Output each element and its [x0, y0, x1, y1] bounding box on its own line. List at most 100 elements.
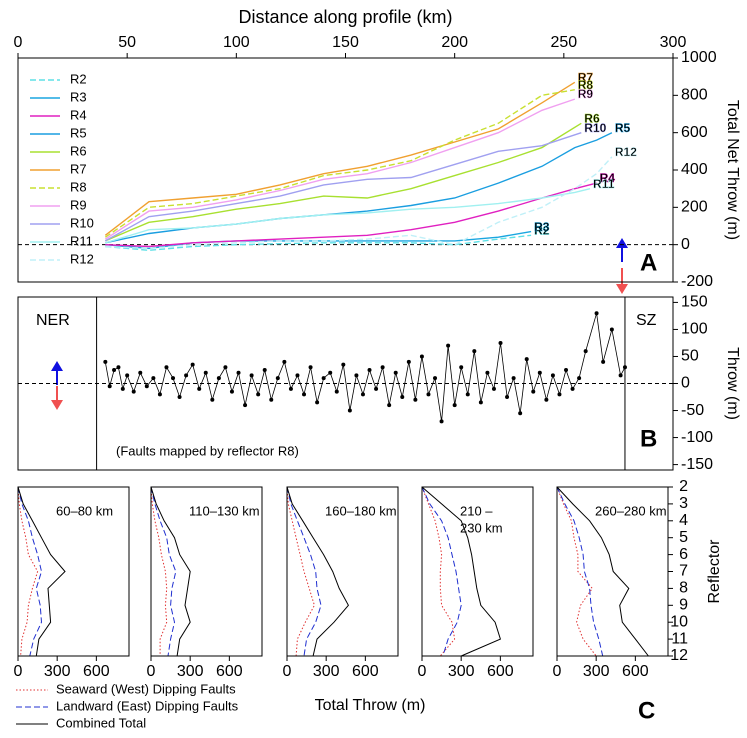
throw-point: [564, 367, 569, 372]
throw-point: [103, 359, 108, 364]
throw-point: [406, 359, 411, 364]
y-tick-label: 2: [679, 478, 688, 495]
series-end-label: R2: [534, 224, 550, 238]
plot-frame: [17, 486, 130, 657]
x-tick-label: 0: [14, 663, 23, 680]
throw-point: [288, 386, 293, 391]
throw-point: [164, 365, 169, 370]
x-tick-label: 600: [352, 663, 379, 680]
series-end-label: R11: [593, 177, 615, 191]
throw-point: [400, 395, 405, 400]
x-tick-label: 200: [441, 34, 468, 51]
x-tick-label: 250: [550, 34, 577, 51]
throw-point: [465, 392, 470, 397]
profile-line: [17, 486, 43, 657]
throw-point: [177, 395, 182, 400]
throw-point: [315, 400, 320, 405]
y-axis-title: Total Net Throw (m): [724, 100, 741, 240]
arrows: [51, 238, 628, 410]
y-tick-label: 400: [681, 161, 708, 178]
throw-point: [601, 359, 606, 364]
throw-point: [131, 389, 136, 394]
x-tick-label: 300: [177, 663, 204, 680]
throw-point: [452, 403, 457, 408]
y-tick-label: 7: [679, 563, 688, 580]
series-line: [105, 156, 613, 250]
y-tick-label: -50: [681, 402, 704, 419]
throw-point: [229, 389, 234, 394]
throw-point: [295, 373, 300, 378]
y-tick-label: -200: [681, 273, 713, 290]
throw-point: [393, 370, 398, 375]
throw-point: [498, 340, 503, 345]
panel-label: A: [640, 249, 657, 276]
legend-label: Landward (East) Dipping Faults: [56, 698, 239, 713]
x-tick-label: 0: [418, 663, 427, 680]
panel-label: C: [638, 697, 655, 724]
legend-label: R5: [70, 125, 87, 140]
throw-point: [249, 373, 254, 378]
throw-point: [256, 392, 261, 397]
throw-point: [354, 373, 359, 378]
legend-label: R10: [70, 215, 94, 230]
throw-point: [609, 327, 614, 332]
throw-point: [511, 376, 516, 381]
throw-point: [112, 367, 117, 372]
x-tick-label: 50: [118, 34, 136, 51]
throw-point: [184, 373, 189, 378]
throw-point: [594, 311, 599, 316]
profile-line: [421, 486, 456, 657]
throw-point: [446, 343, 451, 348]
y-tick-label: 4: [679, 512, 688, 529]
y-axis-title: Reflector: [706, 539, 723, 604]
throw-point: [426, 392, 431, 397]
series-end-label: R3: [534, 220, 550, 234]
legend-label: R11: [70, 233, 93, 248]
y-tick-label: 0: [681, 236, 690, 253]
y-tick-label: 600: [681, 124, 708, 141]
x-tick-label: 600: [487, 663, 514, 680]
legend-label: R4: [70, 107, 87, 122]
throw-point: [157, 392, 162, 397]
profile-line: [286, 486, 315, 657]
series-end-label: R12: [615, 145, 637, 159]
x-tick-label: 0: [553, 663, 562, 680]
y-tick-label: 0: [681, 375, 690, 392]
y-tick-label: 10: [670, 613, 688, 630]
throw-point: [622, 365, 627, 370]
throw-point: [275, 376, 280, 381]
legend-label: R7: [70, 161, 87, 176]
x-tick-label: 300: [448, 663, 475, 680]
throw-point: [120, 386, 125, 391]
throw-point: [374, 386, 379, 391]
throw-point: [197, 386, 202, 391]
y-tick-label: 11: [671, 630, 688, 647]
throw-point: [243, 403, 248, 408]
x-tick-label: 0: [14, 34, 23, 51]
throw-point: [472, 349, 477, 354]
zone-label: NER: [36, 312, 70, 329]
y-tick-label: 3: [679, 495, 688, 512]
throw-point: [491, 386, 496, 391]
throw-point: [125, 373, 130, 378]
throw-point: [138, 370, 143, 375]
throw-point: [190, 362, 195, 367]
series-line: [104, 81, 576, 236]
throw-point: [334, 389, 339, 394]
x-tick-label: 150: [332, 34, 359, 51]
throw-point: [367, 367, 372, 372]
panel-title: 110–130 km: [189, 503, 260, 518]
profile-line: [556, 486, 604, 657]
legend-label: R3: [70, 89, 87, 104]
throw-point: [570, 386, 575, 391]
y-tick-label: 100: [681, 321, 708, 338]
series-end-label: R9: [578, 87, 594, 101]
profile-line: [17, 486, 39, 657]
panel-title: 60–80 km: [56, 503, 113, 518]
plot-frame: [421, 486, 534, 657]
panel-title: 230 km: [460, 520, 503, 535]
throw-point: [537, 370, 542, 375]
throw-point: [439, 419, 444, 424]
throw-point: [433, 376, 438, 381]
throw-point: [116, 365, 121, 370]
